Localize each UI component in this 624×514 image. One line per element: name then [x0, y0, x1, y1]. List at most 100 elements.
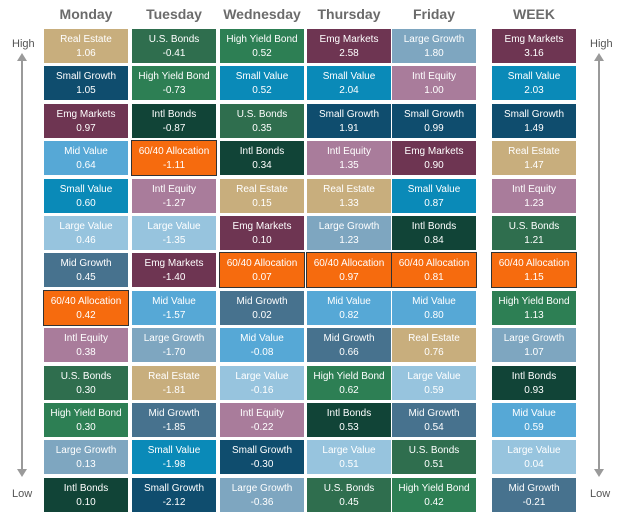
asset-class-label: Large Value	[235, 370, 289, 382]
return-value: 1.05	[76, 85, 96, 97]
asset-class-label: Small Value	[322, 71, 376, 83]
return-value: -1.40	[162, 272, 186, 284]
asset-class-label: Small Value	[59, 183, 113, 195]
grid-cell: Mid Growth 0.45	[43, 252, 129, 289]
grid-cell: Intl Equity 1.23	[491, 177, 577, 214]
return-value: -0.36	[250, 496, 274, 508]
grid-cell: Mid Growth -1.85	[131, 402, 217, 438]
grid-cell: Intl Equity -1.27	[131, 177, 217, 214]
grid-cell: Large Value -1.35	[131, 215, 217, 251]
return-value: 1.23	[339, 235, 359, 246]
asset-class-label: Large Growth	[503, 333, 565, 345]
return-value: 0.46	[76, 235, 96, 246]
return-value: -0.08	[250, 347, 274, 359]
asset-class-label: Small Value	[235, 71, 289, 83]
grid-cell: Large Value 0.04	[491, 439, 577, 476]
asset-class-label: High Yield Bond	[226, 34, 298, 45]
asset-class-label: Small Value	[147, 445, 201, 457]
return-value: -2.12	[162, 496, 186, 508]
asset-class-label: Mid Growth	[408, 408, 460, 419]
return-value: 0.07	[252, 272, 272, 284]
grid-cell: Large Value -0.16	[219, 364, 305, 401]
return-value: -0.87	[162, 122, 186, 134]
return-value: 0.30	[76, 384, 96, 396]
return-value: 0.35	[252, 122, 272, 134]
return-value: 0.13	[76, 459, 96, 471]
asset-class-label: 60/40 Allocation	[226, 258, 298, 270]
return-value: 0.59	[424, 384, 444, 396]
asset-class-label: 60/40 Allocation	[138, 146, 210, 158]
return-value: 1.13	[524, 309, 544, 321]
asset-class-label: Mid Value	[152, 295, 196, 307]
return-value: 0.38	[76, 347, 96, 359]
asset-class-label: High Yield Bond	[398, 482, 470, 494]
grid-cell: 60/40 Allocation 0.81	[391, 252, 477, 289]
grid-cell: Real Estate 1.47	[491, 140, 577, 177]
asset-class-label: Emg Markets	[56, 108, 116, 120]
low-label-left: Low	[12, 488, 33, 500]
return-value: -0.41	[162, 48, 186, 59]
asset-class-label: Mid Value	[327, 295, 371, 307]
return-value: 0.54	[424, 422, 444, 433]
grid-cell: U.S. Bonds 0.30	[43, 364, 129, 401]
return-value: 0.10	[252, 235, 272, 246]
grid-cell: Small Growth 1.91	[306, 102, 392, 139]
grid-cell: Small Value 2.03	[491, 65, 577, 102]
asset-class-label: Small Growth	[403, 108, 464, 120]
return-value: 3.16	[524, 48, 544, 59]
asset-class-label: Small Growth	[503, 108, 564, 120]
asset-class-label: Large Growth	[55, 445, 117, 457]
grid-cell: Mid Growth 0.02	[219, 289, 305, 326]
grid-cell: Emg Markets 3.16	[491, 28, 577, 64]
asset-class-label: 60/40 Allocation	[50, 295, 122, 307]
asset-class-label: Mid Value	[512, 408, 556, 419]
asset-class-label: Intl Bonds	[63, 482, 109, 494]
asset-class-label: Large Growth	[231, 482, 293, 494]
return-value: 2.03	[524, 85, 544, 97]
rank-arrow-right	[594, 53, 604, 477]
asset-class-label: Intl Bonds	[151, 108, 197, 120]
return-value: 1.47	[524, 160, 544, 172]
return-value: 1.07	[524, 347, 544, 359]
grid-cell: 60/40 Allocation -1.11	[131, 140, 217, 177]
asset-class-label: U.S. Bonds	[148, 34, 200, 45]
high-label-right: High	[590, 38, 613, 50]
return-value: -1.81	[162, 384, 186, 396]
grid-cell: High Yield Bond 0.52	[219, 28, 305, 64]
asset-class-label: Intl Bonds	[511, 370, 557, 382]
return-value: -0.22	[250, 422, 274, 433]
asset-class-label: Large Value	[322, 445, 376, 457]
asset-class-label: Mid Growth	[236, 295, 288, 307]
grid-cell: Intl Bonds 0.84	[391, 215, 477, 251]
return-value: 0.42	[424, 496, 444, 508]
asset-class-label: Real Estate	[236, 183, 288, 195]
grid-cell: Real Estate 0.15	[219, 177, 305, 214]
grid-cell: Intl Equity 1.35	[306, 140, 392, 177]
low-label-right: Low	[590, 488, 611, 500]
asset-class-label: Intl Equity	[412, 71, 456, 83]
asset-class-label: Large Value	[59, 221, 113, 232]
return-value: 0.84	[424, 235, 444, 246]
grid-cell: Mid Growth -0.21	[491, 476, 577, 513]
asset-class-label: Intl Equity	[64, 333, 108, 345]
grid-cell: Small Value 0.87	[391, 177, 477, 214]
return-value: 0.81	[424, 272, 444, 284]
grid-cell: Mid Value 0.82	[306, 289, 392, 326]
asset-class-label: Large Value	[147, 221, 201, 232]
asset-class-label: Emg Markets	[319, 34, 379, 45]
grid-cell: Large Growth -0.36	[219, 476, 305, 513]
grid-cell: High Yield Bond -0.73	[131, 65, 217, 102]
return-value: 0.15	[252, 197, 272, 209]
grid-cell: Small Growth -2.12	[131, 476, 217, 513]
asset-class-label: Large Value	[507, 445, 561, 457]
grid-cell: 60/40 Allocation 0.07	[219, 252, 305, 289]
grid-cell: High Yield Bond 0.30	[43, 402, 129, 438]
return-value: 0.97	[339, 272, 359, 284]
return-value: 0.93	[524, 384, 544, 396]
grid-cell: Real Estate 0.76	[391, 327, 477, 364]
grid-cell: U.S. Bonds 0.51	[391, 439, 477, 476]
return-value: 0.02	[252, 309, 272, 321]
return-value: 1.06	[76, 48, 96, 59]
return-value: 1.00	[424, 85, 444, 97]
asset-class-label: Intl Equity	[327, 146, 371, 158]
